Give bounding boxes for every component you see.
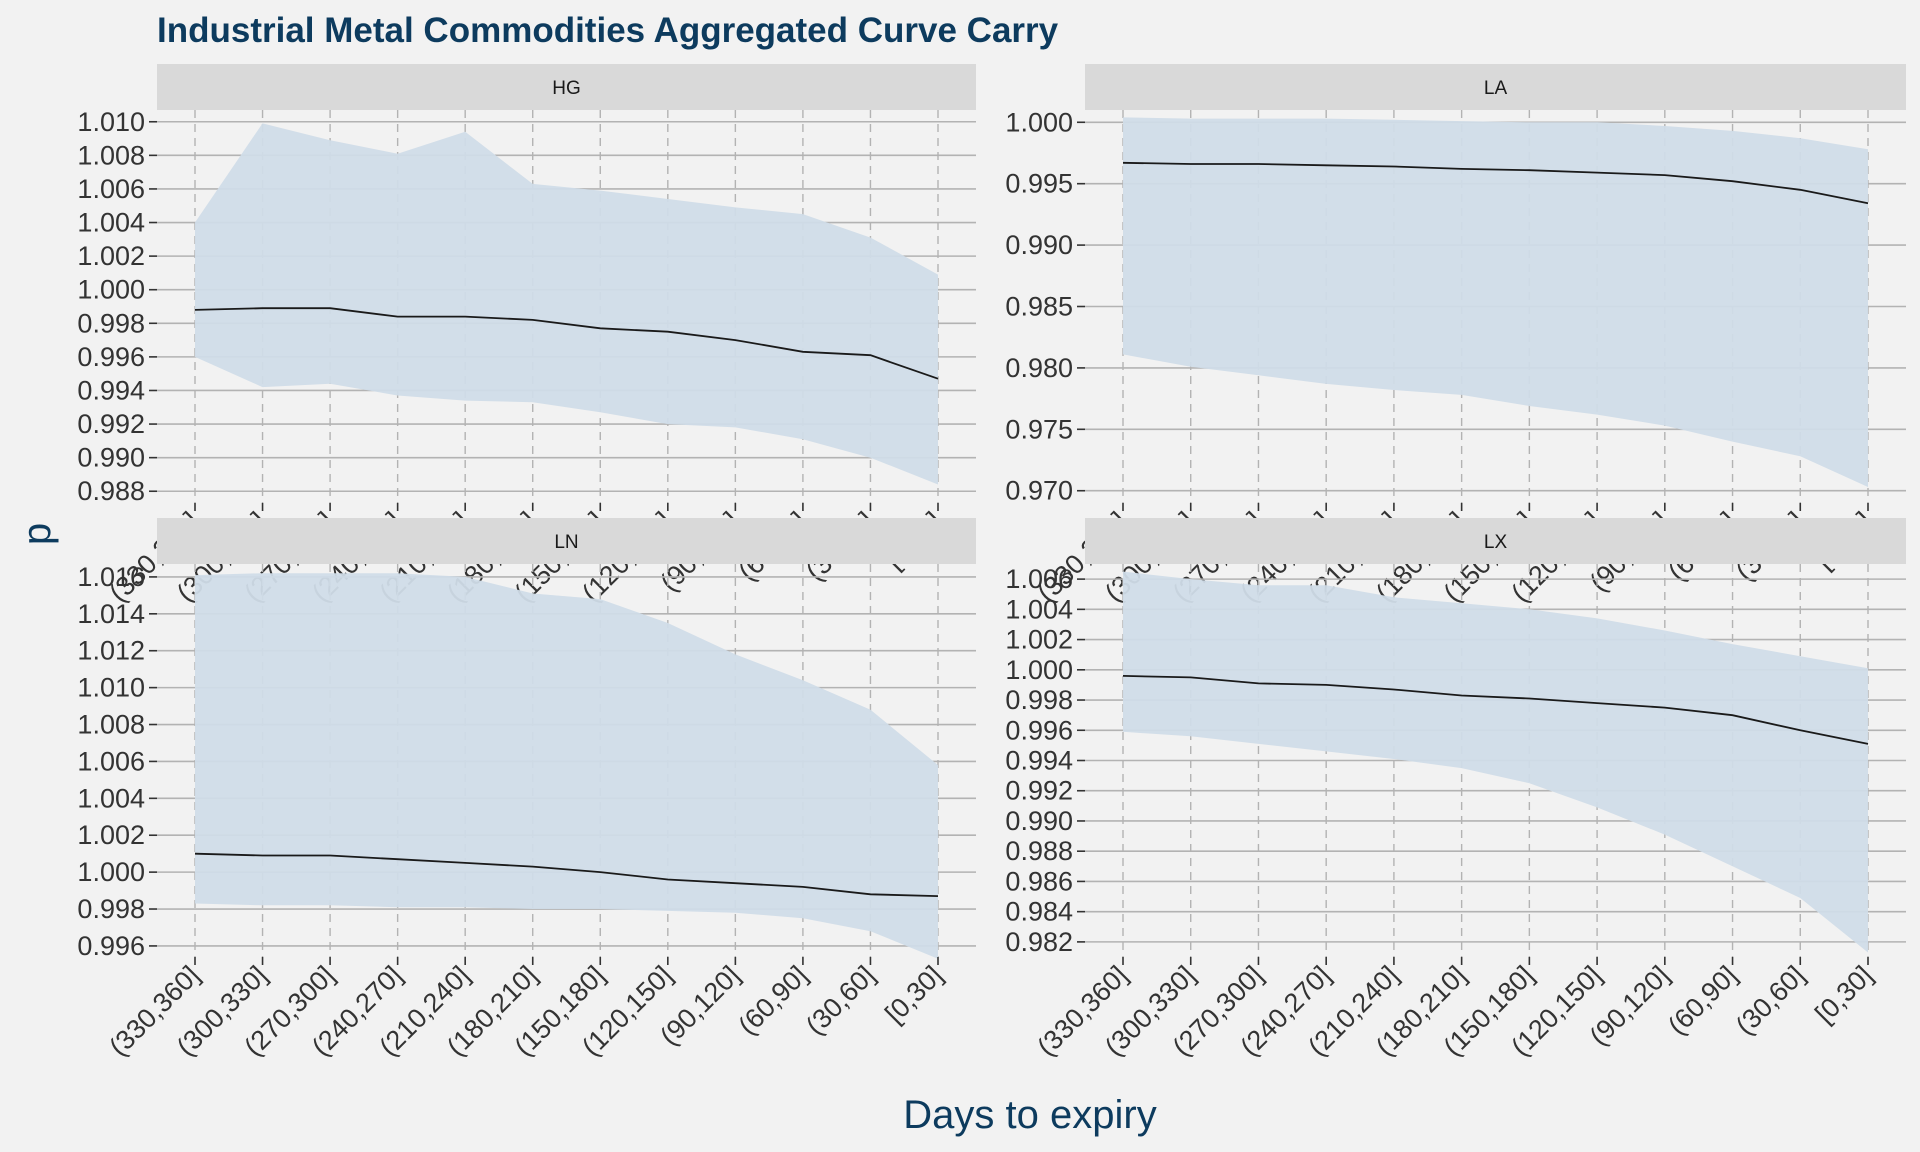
confidence-band [195,573,938,959]
y-tick-label: 1.008 [77,710,145,740]
median-line [194,852,939,897]
y-tick-label: 0.984 [1005,897,1073,927]
y-tick-label: 0.994 [1005,746,1073,776]
y-tick-label: 0.990 [1005,230,1073,260]
panel-strip-label: LN [554,532,578,553]
y-axis-title: p [15,523,59,545]
x-tick-label: [0,30] [1809,960,1878,1029]
y-tick-label: 0.992 [77,409,145,439]
confidence-band [1123,117,1868,488]
median-line [1122,675,1869,745]
panel-strip [1085,64,1906,110]
y-tick-label: 1.000 [77,275,145,305]
x-axis-title: Days to expiry [903,1093,1156,1137]
x-tick-label: (30,60] [1730,960,1811,1041]
x-tick-label: (60,90] [732,960,813,1041]
y-tick-label: 0.975 [1005,414,1073,444]
panel-ln: LN 0.996 0.998 1.000 1.002 1.004 1.006 1.008 1.0… [77,518,976,1062]
y-tick-label: 0.986 [1005,866,1073,896]
x-tick-label: (30,60] [800,960,881,1041]
y-tick-label: 0.970 [1005,476,1073,506]
y-tick-label: 1.010 [77,673,145,703]
panel-strip [1085,518,1906,564]
y-tick-label: 0.996 [77,931,145,961]
y-tick-label: 1.004 [1005,594,1073,624]
y-tick-label: 0.980 [1005,353,1073,383]
chart-title: Industrial Metal Commodities Aggregated … [157,11,1059,50]
panel-strip-label: HG [552,78,581,99]
y-tick-label: 1.002 [1005,625,1073,655]
y-tick-label: 1.006 [1005,564,1073,594]
confidence-band [1123,571,1868,953]
y-tick-label: 0.990 [1005,806,1073,836]
y-tick-label: 0.995 [1005,169,1073,199]
y-tick-label: 1.000 [77,857,145,887]
median-line [194,307,939,380]
x-tick-label: [0,30] [879,960,948,1029]
y-tick-label: 0.982 [1005,927,1073,957]
y-tick-label: 1.008 [77,140,145,170]
y-tick-label: 0.992 [1005,776,1073,806]
y-tick-label: 1.002 [77,241,145,271]
y-tick-label: 0.998 [77,308,145,338]
y-tick-label: 1.004 [77,208,145,238]
panel-strip-label: LA [1484,78,1508,99]
y-tick-label: 1.016 [77,562,145,592]
confidence-band [195,123,938,485]
y-tick-label: 0.996 [1005,715,1073,745]
y-tick-label: 1.014 [77,599,145,629]
y-tick-label: 1.004 [77,783,145,813]
y-tick-label: 1.000 [1005,655,1073,685]
y-tick-label: 1.000 [1005,107,1073,137]
y-tick-label: 0.996 [77,342,145,372]
y-tick-label: 0.988 [1005,836,1073,866]
panel-strip-label: LX [1484,532,1508,553]
y-tick-label: 0.998 [77,894,145,924]
y-tick-label: 1.012 [77,636,145,666]
y-tick-label: 1.002 [77,820,145,850]
y-tick-label: 0.988 [77,476,145,506]
panel-strip [157,64,976,110]
y-tick-label: 1.010 [77,107,145,137]
y-tick-label: 0.998 [1005,685,1073,715]
panel-strip [157,518,976,564]
y-tick-label: 1.006 [77,746,145,776]
median-line [1122,161,1869,205]
y-tick-label: 0.994 [77,375,145,405]
y-tick-label: 0.985 [1005,292,1073,322]
y-tick-label: 0.990 [77,443,145,473]
y-tick-label: 1.006 [77,174,145,204]
x-tick-label: (60,90] [1662,960,1743,1041]
